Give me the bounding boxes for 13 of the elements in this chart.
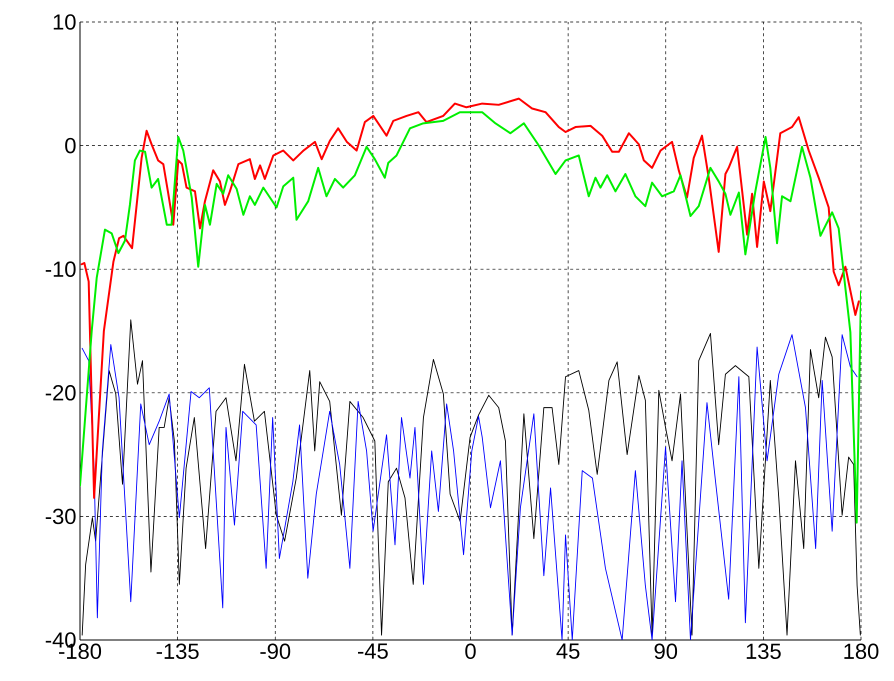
y-tick-label: -30 xyxy=(46,508,76,524)
y-tick-label: -10 xyxy=(46,261,76,277)
y-tick-label: -20 xyxy=(46,385,76,401)
x-tick-label: -45 xyxy=(358,644,388,659)
y-tick-label: 0 xyxy=(65,138,76,154)
x-tick-label: -90 xyxy=(260,644,290,660)
x-tick-label: 180 xyxy=(844,644,878,660)
x-tick-label: -135 xyxy=(156,644,199,660)
x-tick-label: 0 xyxy=(465,644,476,660)
x-tick-label: 45 xyxy=(556,644,580,659)
x-tick-label: 90 xyxy=(654,644,678,660)
x-tick-label: 135 xyxy=(746,644,781,660)
y-tick-label: 10 xyxy=(54,14,76,30)
